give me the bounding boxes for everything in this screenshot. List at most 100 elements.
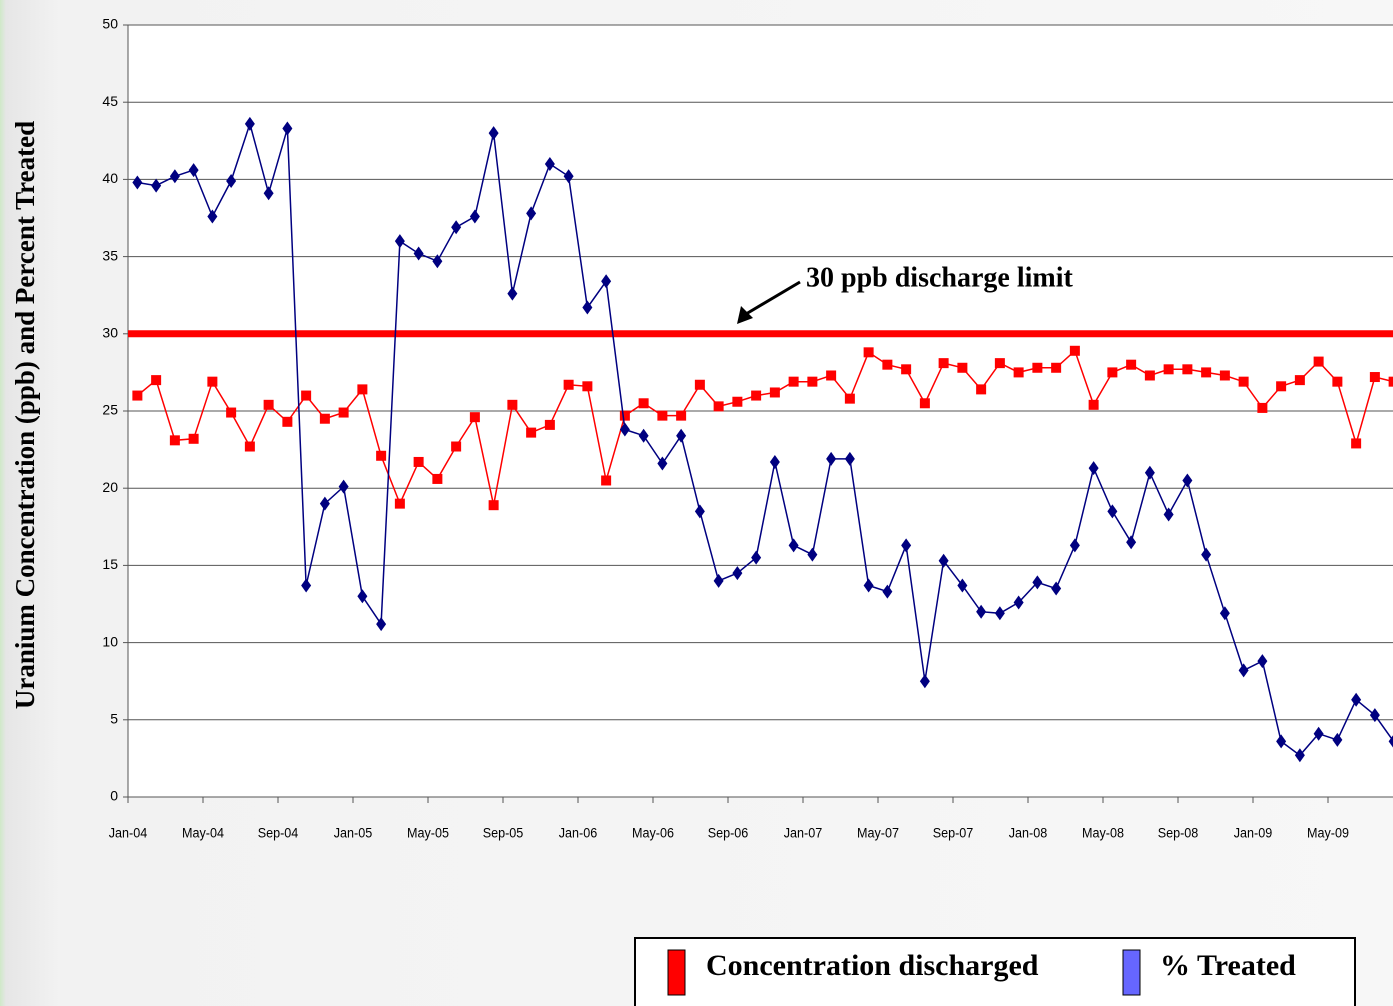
x-tick-label: May-08 bbox=[1082, 825, 1124, 841]
data-point bbox=[1182, 364, 1193, 375]
data-point bbox=[1144, 465, 1155, 480]
data-point bbox=[301, 578, 312, 593]
x-tick-label: May-06 bbox=[632, 825, 674, 841]
data-point bbox=[994, 358, 1005, 369]
y-tick-label: 40 bbox=[102, 170, 118, 186]
data-point bbox=[901, 538, 912, 553]
y-tick-label: 5 bbox=[110, 711, 118, 727]
data-point bbox=[1238, 376, 1249, 387]
data-point bbox=[1013, 367, 1024, 378]
y-axis-label: Uranium Concentration (ppb) and Percent … bbox=[10, 121, 40, 709]
data-point bbox=[1088, 461, 1099, 476]
data-point bbox=[1069, 345, 1080, 356]
data-point bbox=[713, 401, 724, 412]
data-point bbox=[507, 399, 518, 410]
data-point bbox=[563, 379, 574, 390]
legend: Concentration discharged % Treated bbox=[634, 937, 1356, 1006]
data-point bbox=[188, 163, 199, 178]
legend-box bbox=[634, 937, 1356, 1006]
x-tick-label: Jan-07 bbox=[784, 825, 822, 841]
x-tick-label: Sep-05 bbox=[483, 825, 524, 841]
data-point bbox=[244, 441, 255, 452]
data-point bbox=[357, 589, 368, 604]
x-tick-label: Sep-06 bbox=[708, 825, 749, 841]
data-point bbox=[1126, 359, 1137, 370]
data-point bbox=[544, 419, 555, 430]
data-point bbox=[394, 498, 405, 509]
data-point bbox=[844, 393, 855, 404]
data-point bbox=[807, 376, 818, 387]
data-point bbox=[882, 584, 893, 599]
data-point bbox=[188, 433, 199, 444]
y-tick-label: 25 bbox=[102, 402, 118, 418]
data-point bbox=[507, 286, 518, 301]
data-point bbox=[788, 376, 799, 387]
data-point bbox=[469, 412, 480, 423]
data-point bbox=[1032, 362, 1043, 373]
data-point bbox=[938, 553, 949, 568]
data-point bbox=[376, 617, 387, 632]
x-tick-label: Jan-05 bbox=[334, 825, 372, 841]
data-point bbox=[1201, 547, 1212, 562]
data-point bbox=[488, 126, 499, 141]
data-point bbox=[226, 173, 237, 188]
data-point bbox=[1088, 399, 1099, 410]
data-point bbox=[432, 254, 443, 269]
data-point bbox=[319, 413, 330, 424]
data-point bbox=[1013, 595, 1024, 610]
data-point bbox=[751, 550, 762, 565]
data-point bbox=[1276, 381, 1287, 392]
data-point bbox=[1051, 581, 1062, 596]
data-point bbox=[994, 606, 1005, 621]
data-point bbox=[657, 410, 668, 421]
data-point bbox=[357, 384, 368, 395]
data-point bbox=[1257, 654, 1268, 669]
data-point bbox=[563, 169, 574, 184]
data-point bbox=[769, 454, 780, 469]
data-point bbox=[1126, 535, 1137, 550]
data-point bbox=[1313, 356, 1324, 367]
x-tick-label: May-09 bbox=[1307, 825, 1349, 841]
data-point bbox=[807, 547, 818, 562]
data-point bbox=[1351, 438, 1362, 449]
data-point bbox=[263, 399, 274, 410]
data-point bbox=[863, 578, 874, 593]
legend-swatch bbox=[1122, 949, 1141, 996]
data-point bbox=[207, 209, 218, 224]
data-point bbox=[282, 121, 293, 136]
data-point bbox=[1276, 734, 1287, 749]
y-tick-label: 35 bbox=[102, 247, 118, 263]
x-tick-label: May-07 bbox=[857, 825, 899, 841]
data-point bbox=[526, 206, 537, 221]
data-point bbox=[1163, 364, 1174, 375]
series-group bbox=[128, 116, 1393, 763]
annotation-arrowhead bbox=[737, 306, 753, 324]
data-point bbox=[863, 347, 874, 358]
data-point bbox=[1257, 402, 1268, 413]
legend-label: % Treated bbox=[1160, 949, 1296, 982]
data-point bbox=[901, 364, 912, 375]
data-point bbox=[732, 396, 743, 407]
data-point bbox=[1219, 606, 1230, 621]
x-tick-label: May-04 bbox=[182, 825, 224, 841]
data-point bbox=[713, 573, 724, 588]
data-point bbox=[413, 456, 424, 467]
data-point bbox=[151, 375, 162, 386]
annotation-arrow bbox=[745, 280, 801, 316]
data-point bbox=[601, 274, 612, 289]
data-point bbox=[338, 407, 349, 418]
x-tick-label: Jan-06 bbox=[559, 825, 597, 841]
data-point bbox=[1294, 748, 1305, 763]
data-point bbox=[263, 186, 274, 201]
data-point bbox=[1388, 376, 1393, 387]
data-point bbox=[226, 407, 237, 418]
data-point bbox=[582, 300, 593, 315]
data-point bbox=[601, 475, 612, 486]
data-point bbox=[544, 156, 555, 171]
data-point bbox=[919, 674, 930, 689]
data-point bbox=[1313, 726, 1324, 741]
data-point bbox=[132, 175, 143, 190]
data-point bbox=[676, 410, 687, 421]
data-point bbox=[788, 538, 799, 553]
